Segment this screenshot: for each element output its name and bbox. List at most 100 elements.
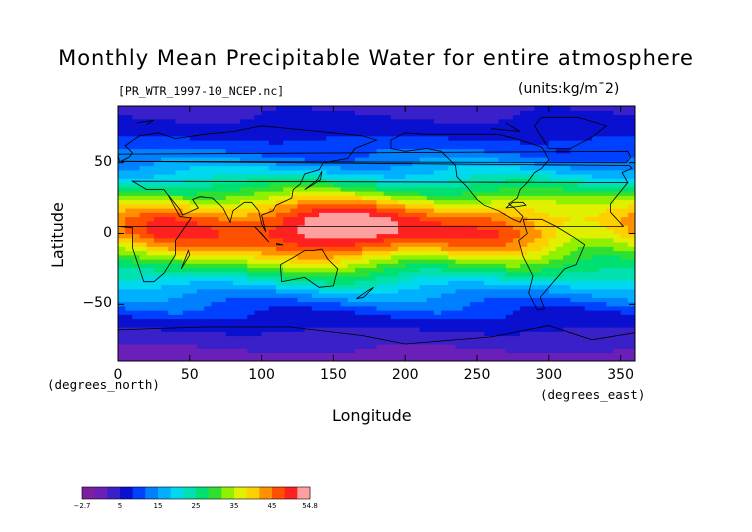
heat-cell bbox=[326, 216, 335, 222]
heat-cell bbox=[247, 195, 256, 201]
heat-cell bbox=[448, 271, 457, 277]
heat-cell bbox=[441, 199, 449, 205]
heat-cell bbox=[247, 182, 256, 188]
heat-cell bbox=[505, 288, 514, 294]
heat-cell bbox=[441, 356, 449, 361]
heat-cell bbox=[311, 118, 320, 124]
heat-cell bbox=[354, 280, 363, 286]
heat-cell bbox=[383, 148, 392, 154]
heat-cell bbox=[261, 106, 270, 111]
heat-cell bbox=[283, 327, 291, 332]
heat-cell bbox=[426, 182, 435, 188]
heat-cell bbox=[563, 301, 571, 307]
heat-cell bbox=[383, 229, 392, 235]
heat-cell bbox=[441, 178, 449, 184]
heat-cell bbox=[354, 288, 363, 294]
heat-cell bbox=[527, 276, 536, 281]
heat-cell bbox=[232, 339, 241, 345]
heat-cell bbox=[347, 178, 356, 184]
heat-cell bbox=[333, 212, 342, 218]
heat-cell bbox=[297, 229, 306, 235]
colorbar bbox=[81, 486, 311, 500]
heat-cell bbox=[297, 318, 306, 324]
heat-cell bbox=[340, 267, 349, 273]
heat-cell bbox=[577, 144, 586, 150]
heat-cell bbox=[319, 131, 327, 137]
heat-cell bbox=[469, 114, 478, 120]
heat-cell bbox=[383, 356, 392, 361]
heat-cell bbox=[218, 233, 227, 239]
heat-cell bbox=[304, 335, 313, 341]
heat-cell bbox=[311, 250, 320, 256]
heat-cell bbox=[354, 195, 363, 201]
heat-cell bbox=[354, 250, 363, 256]
heat-cell bbox=[283, 297, 291, 303]
heat-cell bbox=[161, 144, 169, 150]
heat-cell bbox=[419, 331, 428, 337]
heat-cell bbox=[254, 339, 263, 345]
heat-cell bbox=[333, 106, 342, 111]
heat-cell bbox=[196, 161, 205, 167]
heat-cell bbox=[139, 242, 148, 247]
heat-cell bbox=[383, 191, 392, 196]
heat-cell bbox=[175, 297, 184, 303]
heat-cell bbox=[225, 327, 234, 332]
heat-cell bbox=[577, 331, 586, 337]
heat-cell bbox=[261, 327, 270, 332]
heat-cell bbox=[326, 157, 335, 162]
heat-cell bbox=[326, 305, 335, 311]
heat-cell bbox=[426, 229, 435, 235]
heat-cell bbox=[362, 237, 370, 243]
heat-cell bbox=[591, 140, 600, 145]
heat-cell bbox=[455, 246, 464, 252]
heat-cell bbox=[383, 288, 392, 294]
heat-cell bbox=[448, 140, 457, 145]
heat-cell bbox=[319, 152, 327, 158]
heat-cell bbox=[290, 212, 299, 218]
heat-cell bbox=[462, 348, 471, 354]
heat-cell bbox=[591, 301, 600, 307]
heat-cell bbox=[268, 335, 277, 341]
heat-cell bbox=[426, 344, 435, 349]
heat-cell bbox=[570, 344, 579, 349]
heat-cell bbox=[275, 127, 284, 133]
heat-cell bbox=[189, 135, 198, 141]
heat-cell bbox=[426, 335, 435, 341]
heat-cell bbox=[319, 225, 327, 230]
heat-cell bbox=[297, 148, 306, 154]
heat-cell bbox=[477, 195, 485, 201]
heat-cell bbox=[168, 212, 177, 218]
heat-cell bbox=[405, 118, 413, 124]
heat-cell bbox=[599, 140, 607, 145]
heat-cell bbox=[584, 229, 593, 235]
heat-cell bbox=[326, 250, 335, 256]
heat-cell bbox=[405, 250, 413, 256]
heat-cell bbox=[383, 106, 392, 111]
heat-cell bbox=[240, 144, 248, 150]
heat-cell bbox=[541, 233, 550, 239]
heat-cell bbox=[505, 212, 514, 218]
heat-cell bbox=[283, 348, 291, 354]
heat-cell bbox=[498, 288, 507, 294]
heat-cell bbox=[441, 318, 449, 324]
heat-cell bbox=[204, 152, 212, 158]
heat-cell bbox=[455, 186, 464, 192]
heat-cell bbox=[491, 259, 500, 264]
heat-cell bbox=[347, 152, 356, 158]
heat-cell bbox=[584, 212, 593, 218]
heat-cell bbox=[125, 212, 133, 218]
heat-cell bbox=[189, 352, 198, 358]
heat-cell bbox=[412, 293, 421, 298]
heat-cell bbox=[448, 322, 457, 328]
heat-cell bbox=[354, 225, 363, 230]
heat-cell bbox=[161, 356, 169, 361]
heat-cell bbox=[204, 301, 212, 307]
heat-cell bbox=[448, 242, 457, 247]
heat-cell bbox=[146, 314, 155, 320]
heat-cell bbox=[548, 225, 557, 230]
heat-cell bbox=[161, 123, 169, 128]
heat-cell bbox=[469, 225, 478, 230]
heatmap-field bbox=[118, 106, 635, 361]
heat-cell bbox=[161, 127, 169, 133]
heat-cell bbox=[218, 144, 227, 150]
